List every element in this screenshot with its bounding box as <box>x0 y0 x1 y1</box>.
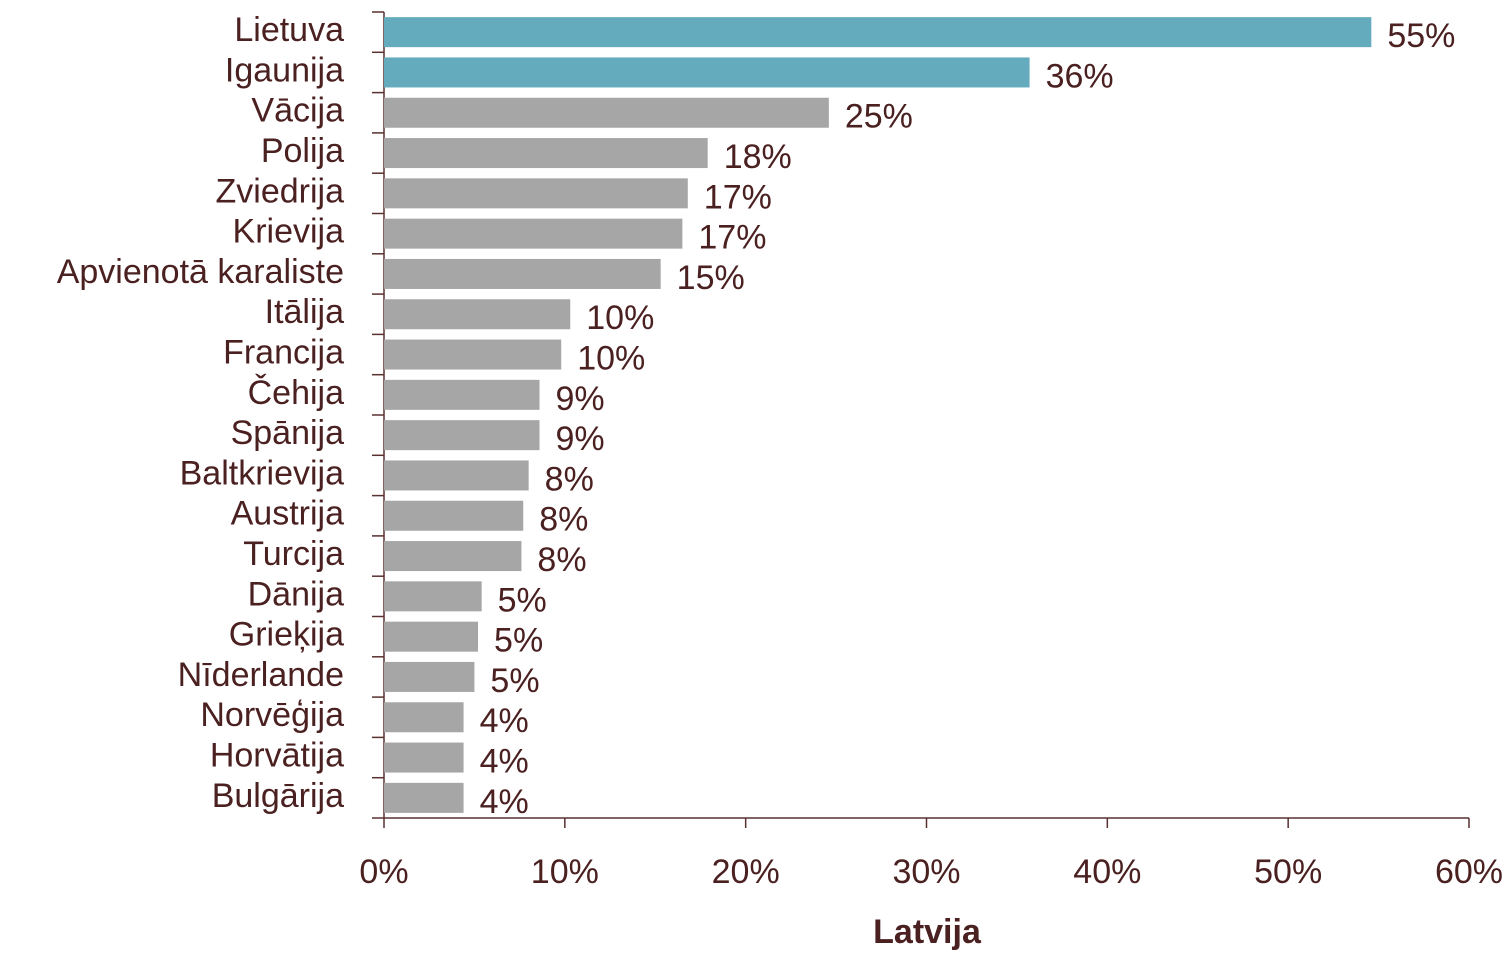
y-tick-label: Austrija <box>231 495 344 533</box>
bar <box>384 460 529 491</box>
value-label: 15% <box>677 259 745 297</box>
bar <box>384 742 464 773</box>
value-label: 10% <box>586 299 654 337</box>
value-label: 4% <box>480 743 529 781</box>
bar <box>384 57 1030 88</box>
value-label: 18% <box>724 138 792 176</box>
y-tick-label: Krievija <box>233 213 345 251</box>
y-tick-label: Vācija <box>251 92 344 130</box>
y-tick-label: Spānija <box>231 414 345 452</box>
y-tick-label: Turcija <box>243 535 344 573</box>
y-tick-label: Baltkrievija <box>180 454 344 492</box>
y-tick-label: Zviedrija <box>216 172 345 210</box>
bar <box>384 218 683 249</box>
y-tick-label: Francija <box>223 334 344 372</box>
value-label: 25% <box>845 98 913 136</box>
y-tick-label: Bulgārija <box>212 777 344 815</box>
bar <box>384 138 708 169</box>
y-tick-label: Itālija <box>265 293 344 331</box>
bar <box>384 541 522 572</box>
y-tick-label: Apvienotā karaliste <box>57 253 344 291</box>
value-label: 36% <box>1046 57 1114 95</box>
value-label: 5% <box>494 622 543 660</box>
value-label: 8% <box>539 501 588 539</box>
value-label: 17% <box>704 178 772 216</box>
value-label: 4% <box>480 702 529 740</box>
y-tick-label: Nīderlande <box>178 656 344 694</box>
x-tick-label: 60% <box>1435 853 1503 891</box>
bar <box>384 702 464 733</box>
x-tick-label: 20% <box>712 853 780 891</box>
value-label: 55% <box>1387 17 1455 55</box>
bar <box>384 420 540 451</box>
bar <box>384 17 1372 48</box>
x-tick-label: 50% <box>1254 853 1322 891</box>
y-tick-label: Lietuva <box>234 11 344 49</box>
x-tick-label: 0% <box>359 853 408 891</box>
y-tick-label: Polija <box>261 132 344 170</box>
y-tick-label: Norvēģija <box>200 696 344 734</box>
bar <box>384 782 464 813</box>
bar <box>384 339 562 370</box>
x-tick-label: 30% <box>892 853 960 891</box>
y-tick-label: Horvātija <box>210 737 344 775</box>
bar <box>384 178 688 209</box>
x-tick-label: 10% <box>531 853 599 891</box>
bar <box>384 661 475 692</box>
value-label: 17% <box>698 219 766 257</box>
value-label: 8% <box>545 460 594 498</box>
value-label: 4% <box>480 783 529 821</box>
value-label: 10% <box>577 340 645 378</box>
bar <box>384 621 479 652</box>
value-label: 8% <box>537 541 586 579</box>
value-label: 9% <box>556 420 605 458</box>
bar <box>384 379 540 410</box>
value-label: 5% <box>498 581 547 619</box>
value-label: 5% <box>490 662 539 700</box>
bar <box>384 258 661 289</box>
x-tick-label: 40% <box>1073 853 1141 891</box>
value-label: 9% <box>556 380 605 418</box>
bar <box>384 97 829 128</box>
y-tick-label: Igaunija <box>225 51 344 89</box>
y-tick-label: Grieķija <box>229 616 344 654</box>
bar <box>384 500 524 531</box>
y-tick-label: Čehija <box>248 374 344 412</box>
x-axis-label: Latvija <box>873 913 982 951</box>
bar <box>384 299 571 330</box>
y-tick-label: Dānija <box>248 575 344 613</box>
bar <box>384 581 482 612</box>
